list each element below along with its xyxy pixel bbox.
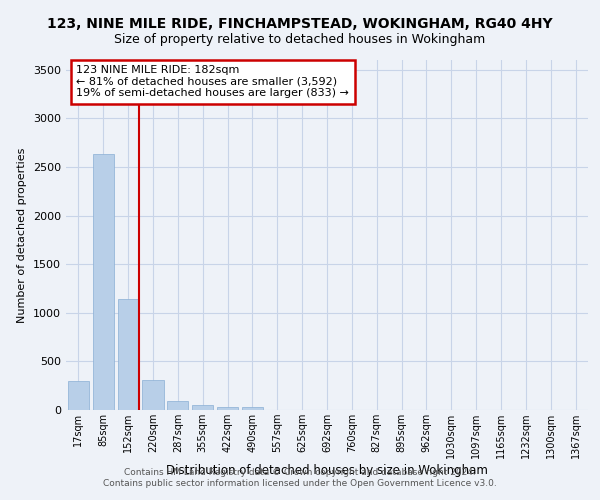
Y-axis label: Number of detached properties: Number of detached properties [17,148,28,322]
Bar [217,406,238,410]
Text: 123, NINE MILE RIDE, FINCHAMPSTEAD, WOKINGHAM, RG40 4HY: 123, NINE MILE RIDE, FINCHAMPSTEAD, WOKI… [47,18,553,32]
Text: 123 NINE MILE RIDE: 182sqm
← 81% of detached houses are smaller (3,592)
19% of s: 123 NINE MILE RIDE: 182sqm ← 81% of deta… [76,66,349,98]
Text: Contains HM Land Registry data © Crown copyright and database right 2024.
Contai: Contains HM Land Registry data © Crown c… [103,468,497,487]
Bar [242,407,263,410]
Bar [93,154,114,410]
Bar [68,382,89,410]
Bar [118,299,139,410]
Bar [142,380,164,410]
Text: Size of property relative to detached houses in Wokingham: Size of property relative to detached ho… [115,32,485,46]
X-axis label: Distribution of detached houses by size in Wokingham: Distribution of detached houses by size … [166,464,488,477]
Bar [167,401,188,410]
Bar [192,405,213,410]
